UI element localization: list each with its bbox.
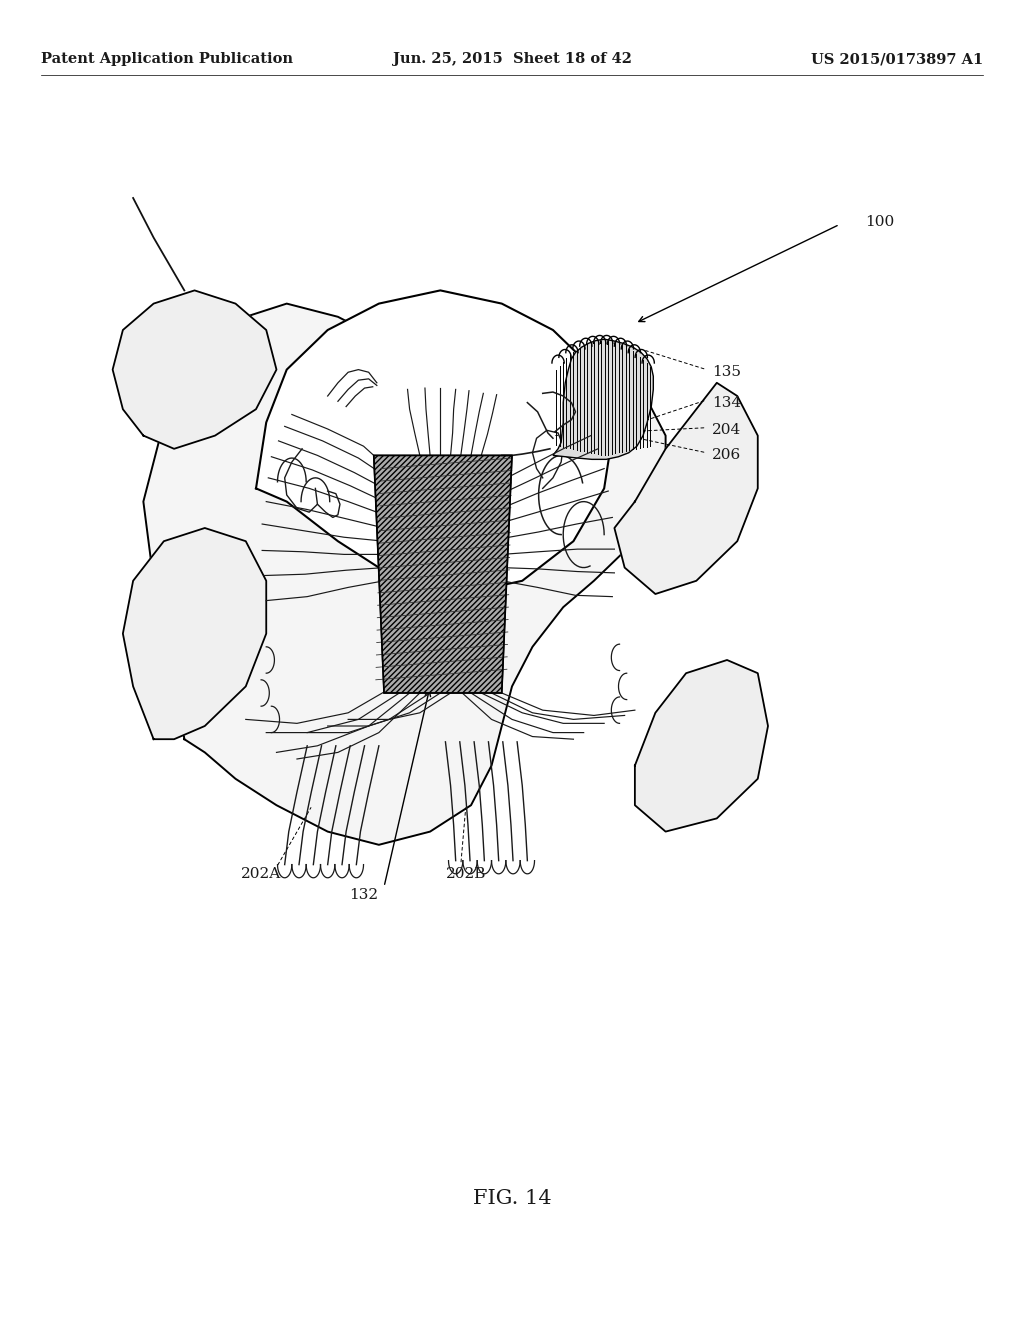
Polygon shape [374,455,512,693]
Text: 206: 206 [712,449,741,462]
Text: Patent Application Publication: Patent Application Publication [41,53,293,66]
Text: Jun. 25, 2015  Sheet 18 of 42: Jun. 25, 2015 Sheet 18 of 42 [392,53,632,66]
Text: FIG. 14: FIG. 14 [473,1189,551,1208]
Text: 202B: 202B [445,867,485,880]
Text: 135: 135 [712,366,740,379]
Polygon shape [374,455,512,693]
Text: US 2015/0173897 A1: US 2015/0173897 A1 [811,53,983,66]
Polygon shape [143,304,666,845]
Polygon shape [123,528,266,739]
Text: 132: 132 [349,888,378,902]
Polygon shape [256,290,614,594]
Text: 202A: 202A [241,867,281,880]
Polygon shape [635,660,768,832]
Text: 204: 204 [712,424,741,437]
Polygon shape [553,339,653,459]
Text: 134: 134 [712,396,740,409]
Polygon shape [113,290,276,449]
Text: 100: 100 [865,215,895,228]
Polygon shape [614,383,758,594]
